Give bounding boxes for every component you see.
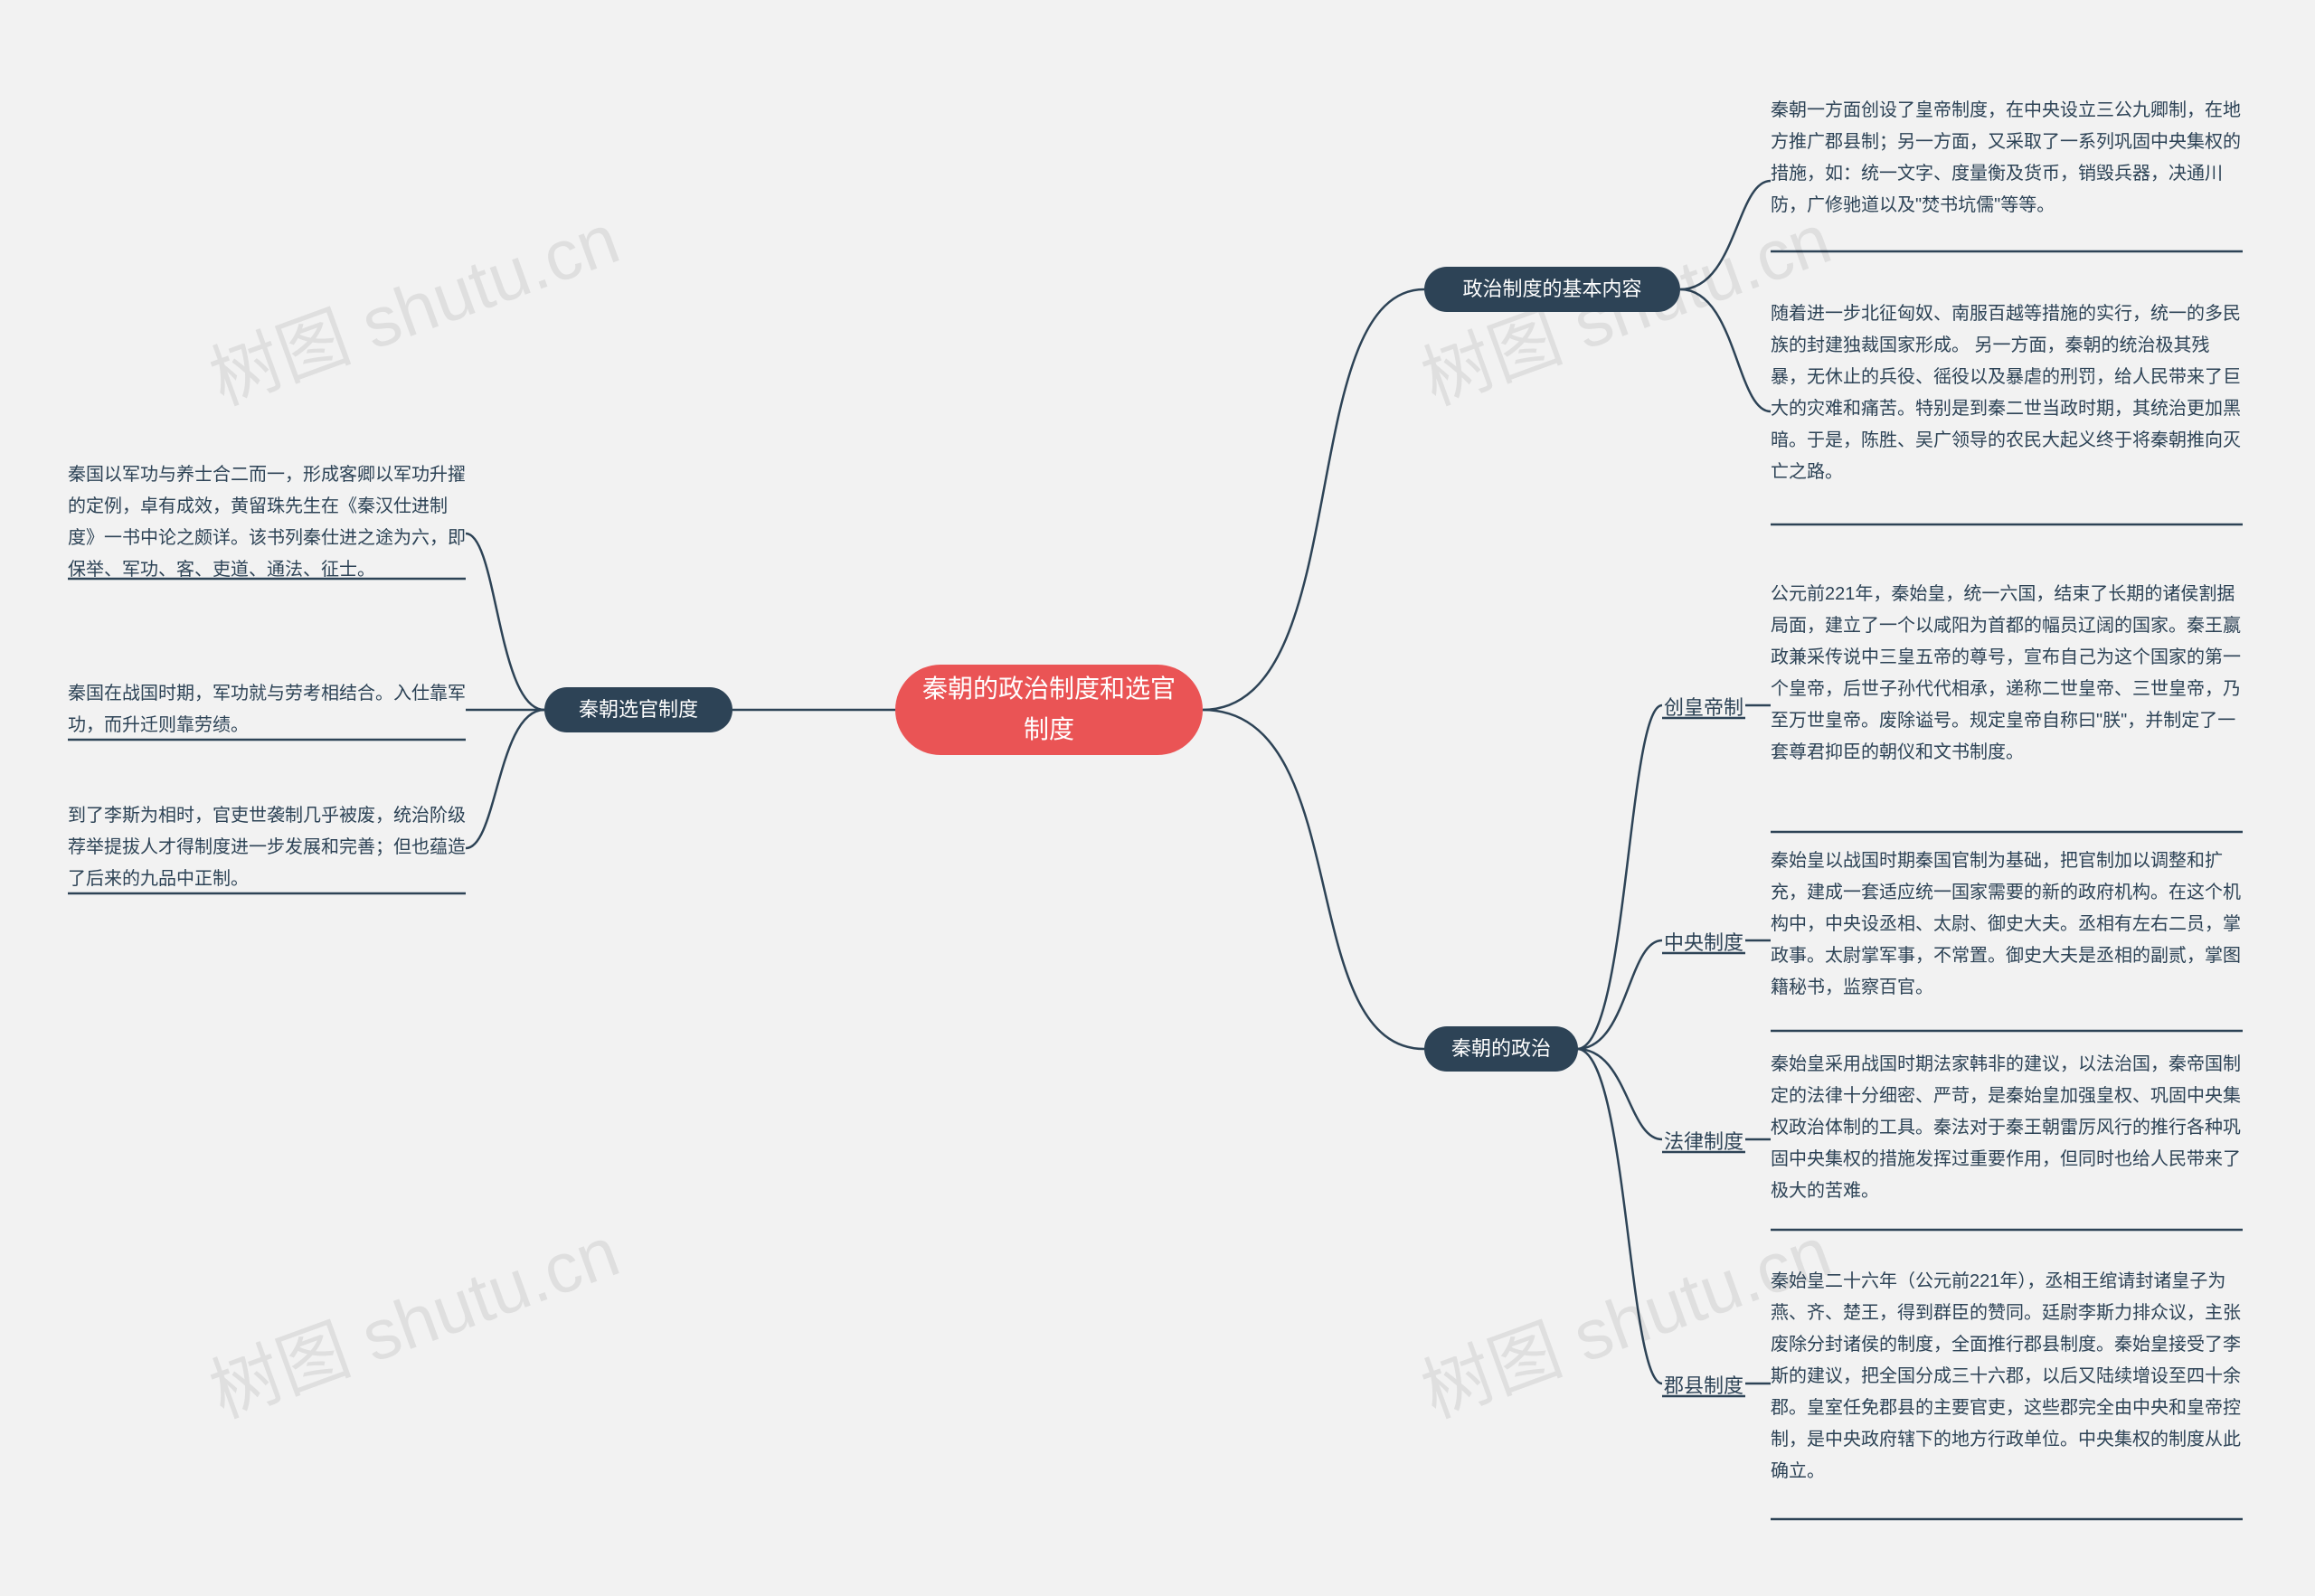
subnode-2[interactable]: 法律制度	[1662, 1127, 1745, 1157]
leaf-left-1: 秦国在战国时期，军功就与劳考相结合。入仕靠军功，而升迁则靠劳绩。	[68, 678, 466, 741]
branch-left[interactable]: 秦朝选官制度	[544, 687, 732, 732]
leaf-left-2: 到了李斯为相时，官吏世袭制几乎被废，统治阶级荐举提拔人才得制度进一步发展和完善；…	[68, 800, 466, 895]
leaf-right-top-1: 随着进一步北征匈奴、南服百越等措施的实行，统一的多民族的封建独裁国家形成。 另一…	[1771, 298, 2243, 488]
subnode-1[interactable]: 中央制度	[1662, 928, 1745, 958]
leaf-right-bottom-0: 公元前221年，秦始皇，统一六国，结束了长期的诸侯割据局面，建立了一个以咸阳为首…	[1771, 579, 2243, 769]
leaf-left-0: 秦国以军功与养士合二而一，形成客卿以军功升擢的定例，卓有成效，黄留珠先生在《秦汉…	[68, 459, 466, 586]
root-label: 秦朝的政治制度和选官制度	[922, 669, 1176, 751]
branch-right-bottom-label: 秦朝的政治	[1451, 1039, 1551, 1059]
leaf-right-bottom-3: 秦始皇二十六年（公元前221年），丞相王绾请封诸皇子为燕、齐、楚王，得到群臣的赞…	[1771, 1266, 2243, 1487]
leaf-right-top-0: 秦朝一方面创设了皇帝制度，在中央设立三公九卿制，在地方推广郡县制；另一方面，又采…	[1771, 95, 2243, 222]
branch-right-bottom[interactable]: 秦朝的政治	[1424, 1026, 1578, 1072]
branch-right-top[interactable]: 政治制度的基本内容	[1424, 267, 1680, 312]
watermark: 树图 shutu.cn	[194, 1196, 630, 1438]
watermark: 树图 shutu.cn	[194, 184, 630, 425]
subnode-3[interactable]: 郡县制度	[1662, 1371, 1745, 1401]
leaf-right-bottom-1: 秦始皇以战国时期秦国官制为基础，把官制加以调整和扩充，建成一套适应统一国家需要的…	[1771, 845, 2243, 1004]
branch-right-top-label: 政治制度的基本内容	[1462, 279, 1641, 299]
root-node[interactable]: 秦朝的政治制度和选官制度	[895, 665, 1203, 755]
branch-left-label: 秦朝选官制度	[579, 700, 698, 720]
leaf-right-bottom-2: 秦始皇采用战国时期法家韩非的建议，以法治国，秦帝国制定的法律十分细密、严苛，是秦…	[1771, 1049, 2243, 1207]
subnode-0[interactable]: 创皇帝制	[1662, 693, 1745, 722]
